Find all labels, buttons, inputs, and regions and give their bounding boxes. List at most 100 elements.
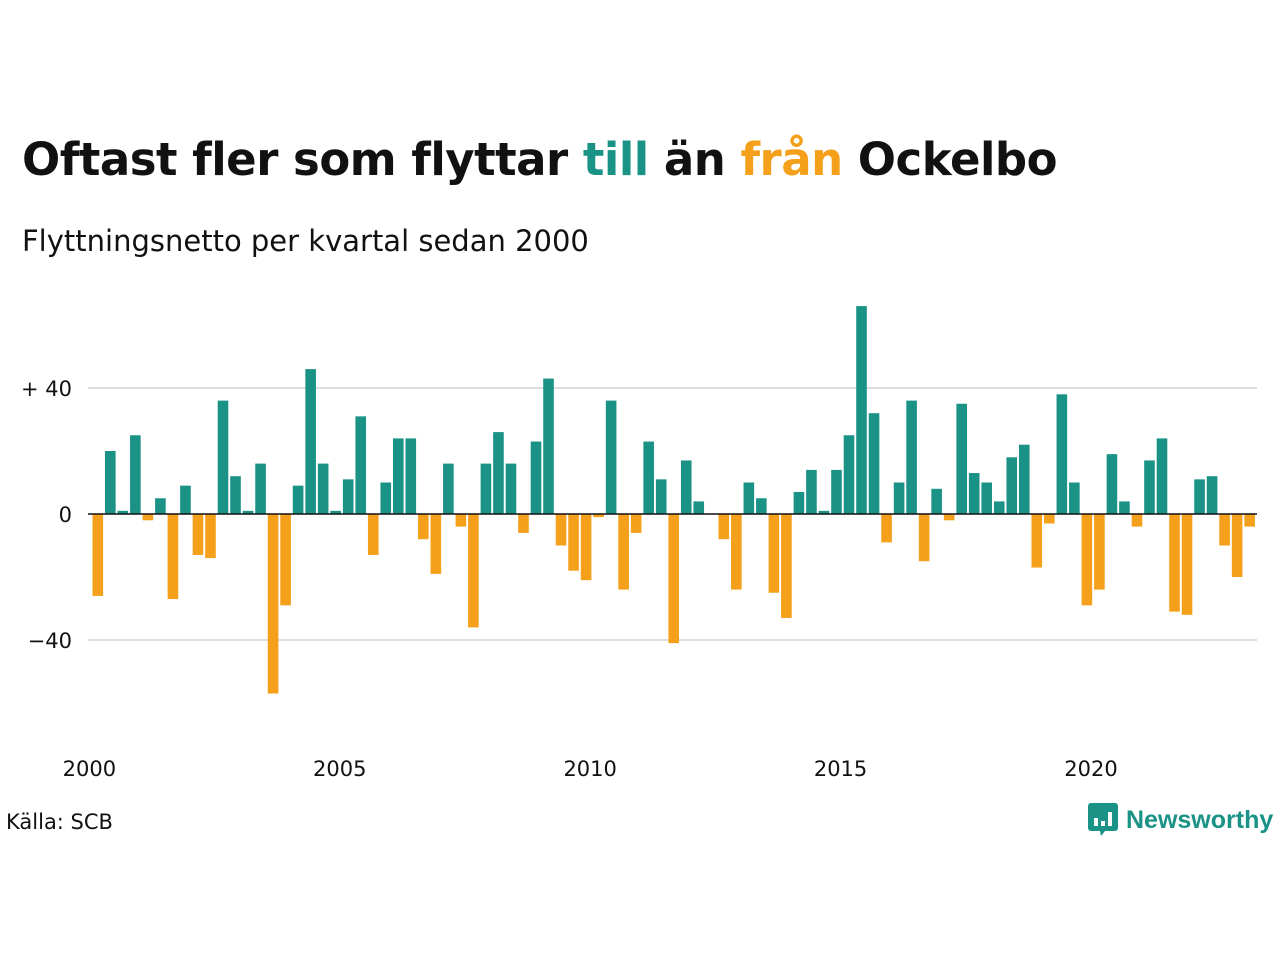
bar	[818, 510, 830, 514]
bar	[1081, 514, 1093, 606]
bar	[1144, 460, 1155, 514]
bar	[1044, 514, 1055, 524]
bar	[317, 463, 329, 514]
x-tick-label: 2000	[63, 757, 116, 781]
bar	[680, 460, 692, 514]
bar	[743, 482, 755, 514]
bar	[205, 514, 216, 559]
title-part-5: Ockelbo	[842, 133, 1058, 186]
bar	[1056, 394, 1068, 514]
bar	[580, 514, 592, 581]
bar	[117, 510, 129, 514]
bar	[806, 469, 817, 514]
bar	[968, 473, 980, 514]
bar	[230, 476, 241, 514]
bar	[1031, 514, 1043, 568]
bar	[1006, 457, 1018, 514]
bar	[255, 463, 266, 514]
title-part-3: än	[648, 133, 741, 186]
newsworthy-logo-icon	[1088, 803, 1118, 836]
bar	[1156, 438, 1168, 514]
bar	[280, 514, 291, 606]
bar	[105, 451, 116, 514]
bar	[342, 479, 354, 514]
bar	[1069, 482, 1080, 514]
bars	[92, 306, 1255, 694]
y-axis-ticks: −40 0 + 40	[21, 377, 72, 653]
bar	[943, 514, 955, 521]
bar	[455, 514, 467, 527]
bar	[931, 488, 942, 514]
bar	[1231, 514, 1243, 577]
chart-title: Oftast fler som flyttar till än från Ock…	[22, 133, 1058, 186]
x-tick-label: 2020	[1064, 757, 1117, 781]
bar	[267, 514, 279, 694]
source-note: Källa: SCB	[6, 810, 113, 834]
bar-chart: −40 0 + 40 2000 2005 2010 2015 2020	[21, 306, 1257, 781]
bar	[731, 514, 742, 590]
bar	[668, 514, 680, 644]
bar	[718, 514, 730, 540]
bar	[305, 369, 316, 514]
x-tick-label: 2010	[563, 757, 616, 781]
bar	[155, 498, 166, 514]
bar	[1106, 454, 1118, 514]
bar	[781, 514, 792, 618]
bar	[1194, 479, 1205, 514]
x-axis-ticks: 2000 2005 2010 2015 2020	[63, 757, 1118, 781]
bar	[167, 514, 179, 600]
bar	[893, 482, 905, 514]
bar	[543, 378, 554, 514]
title-highlight-fran: från	[740, 133, 843, 186]
bar	[568, 514, 579, 571]
bar	[1131, 514, 1143, 527]
bar	[443, 463, 454, 514]
bar	[1219, 514, 1230, 546]
bar	[756, 498, 767, 514]
title-highlight-till: till	[582, 133, 649, 186]
bar	[655, 479, 667, 514]
bar	[405, 438, 417, 514]
bar	[518, 514, 529, 533]
bar	[793, 491, 805, 514]
bar	[505, 463, 517, 514]
bar	[292, 485, 304, 514]
bar	[693, 501, 705, 514]
bar	[1169, 514, 1180, 612]
bar	[1018, 444, 1030, 514]
bar	[180, 485, 191, 514]
bar	[130, 435, 141, 514]
brand: Newsworthy	[1088, 803, 1273, 837]
bar	[418, 514, 429, 540]
bar	[868, 413, 880, 514]
bar	[1206, 476, 1218, 514]
bar	[392, 438, 404, 514]
bar	[843, 435, 855, 514]
bar	[856, 306, 867, 514]
title-part-1: Oftast fler som flyttar	[22, 133, 583, 186]
bar	[1119, 501, 1130, 514]
bar	[380, 482, 392, 514]
bar	[981, 482, 993, 514]
bar	[881, 514, 892, 543]
bar	[1094, 514, 1105, 590]
bar	[643, 441, 654, 514]
bar	[1181, 514, 1193, 615]
chart-subtitle: Flyttningsnetto per kvartal sedan 2000	[22, 224, 589, 258]
bar	[530, 441, 542, 514]
bar	[605, 400, 617, 514]
bar	[831, 469, 842, 514]
bar	[142, 514, 154, 521]
bar	[367, 514, 379, 555]
bar	[355, 416, 367, 514]
y-tick-label: 0	[59, 503, 72, 527]
bar	[330, 510, 341, 514]
y-tick-label: + 40	[21, 377, 72, 401]
bar	[630, 514, 642, 533]
bar	[993, 501, 1005, 514]
bar	[555, 514, 567, 546]
x-tick-label: 2015	[814, 757, 867, 781]
bar	[618, 514, 629, 590]
bar	[593, 514, 604, 518]
bar	[956, 403, 967, 514]
